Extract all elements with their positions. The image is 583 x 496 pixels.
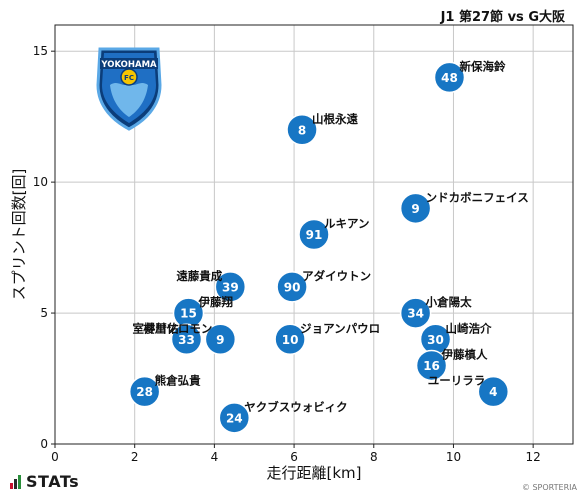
point-number: 48 <box>441 71 458 85</box>
x-tick-label: 8 <box>370 450 378 464</box>
point-name-label: アダイウトン <box>302 269 371 283</box>
data-point: 8 山根永遠 <box>286 112 359 146</box>
point-number: 30 <box>427 333 444 347</box>
point-name-label: 櫻川ソロモン <box>142 321 212 335</box>
point-name-label: 新保海鈴 <box>459 59 505 73</box>
point-marker <box>399 297 432 329</box>
point-marker <box>128 375 161 408</box>
point-number: 4 <box>489 385 497 399</box>
point-name-label: 室井彗佑 <box>132 321 178 335</box>
point-number: 39 <box>222 280 239 294</box>
brand-text: STATs <box>26 472 80 491</box>
point-marker <box>399 192 432 225</box>
point-number: 90 <box>284 280 301 294</box>
point-number: 28 <box>136 385 153 399</box>
data-point: 9 櫻川ソロモン <box>142 321 237 355</box>
x-tick-label: 4 <box>211 450 219 464</box>
point-name-label: ヤクブスウォビィク <box>244 400 347 414</box>
point-marker <box>214 271 247 303</box>
point-number: 10 <box>282 333 299 347</box>
point-name-label: 山崎浩介 <box>446 321 492 335</box>
point-name-label: ルキアン <box>324 217 370 231</box>
y-tick-label: 15 <box>33 44 48 58</box>
point-number: 9 <box>411 202 419 216</box>
point-name-label: ンドカボニフェイス <box>426 190 529 204</box>
stats-logo: STATs <box>10 472 79 491</box>
point-marker <box>415 349 448 382</box>
data-point: 9 ンドカボニフェイス <box>399 190 529 225</box>
point-number: 9 <box>216 333 224 347</box>
point-marker <box>477 375 510 408</box>
point-number: 8 <box>298 123 306 137</box>
y-tick-label: 10 <box>33 175 48 189</box>
x-tick-label: 10 <box>446 450 461 464</box>
plot-frame <box>54 24 574 445</box>
point-name-label: 遠藤貴成 <box>176 269 222 283</box>
point-number: 91 <box>306 228 323 242</box>
x-tick-label: 12 <box>526 450 541 464</box>
point-name-label: ユーリララ <box>428 374 486 388</box>
bars-icon <box>10 474 22 489</box>
yokohama-fc-crest-logo: YOKOHAMA FC <box>96 47 162 131</box>
x-tick-label: 2 <box>131 450 139 464</box>
crest-text: YOKOHAMA <box>100 60 157 70</box>
copyright-text: © SPORTERIA <box>521 483 577 492</box>
point-number: 34 <box>407 307 424 321</box>
point-marker <box>218 402 251 434</box>
point-number: 16 <box>423 359 440 373</box>
point-marker <box>433 61 466 94</box>
point-marker <box>274 323 306 355</box>
point-number: 33 <box>178 333 195 347</box>
point-marker <box>276 271 308 303</box>
point-name-label: 伊藤槙人 <box>441 347 488 361</box>
x-tick-label: 6 <box>290 450 298 464</box>
point-marker <box>298 218 330 251</box>
point-number: 24 <box>226 411 243 425</box>
point-name-label: 熊倉弘貴 <box>155 374 201 388</box>
point-name-label: ジョアンパウロ <box>300 321 380 335</box>
svg-text:FC: FC <box>124 74 134 82</box>
point-number: 15 <box>180 307 197 321</box>
point-name-label: 山根永遠 <box>312 112 358 126</box>
point-marker <box>286 114 318 146</box>
point-name-label: 小倉陽太 <box>425 295 472 309</box>
y-axis-label: スプリント回数[回] <box>10 169 28 301</box>
x-tick-label: 0 <box>51 450 59 464</box>
y-tick-label: 0 <box>40 437 48 451</box>
point-name-label: 伊藤翔 <box>197 295 233 309</box>
match-title: J1 第27節 vs G大阪 <box>440 10 565 25</box>
point-marker <box>204 323 237 355</box>
x-axis-label: 走行距離[km] <box>266 464 361 482</box>
y-tick-label: 5 <box>40 306 48 320</box>
point-marker <box>170 323 203 355</box>
